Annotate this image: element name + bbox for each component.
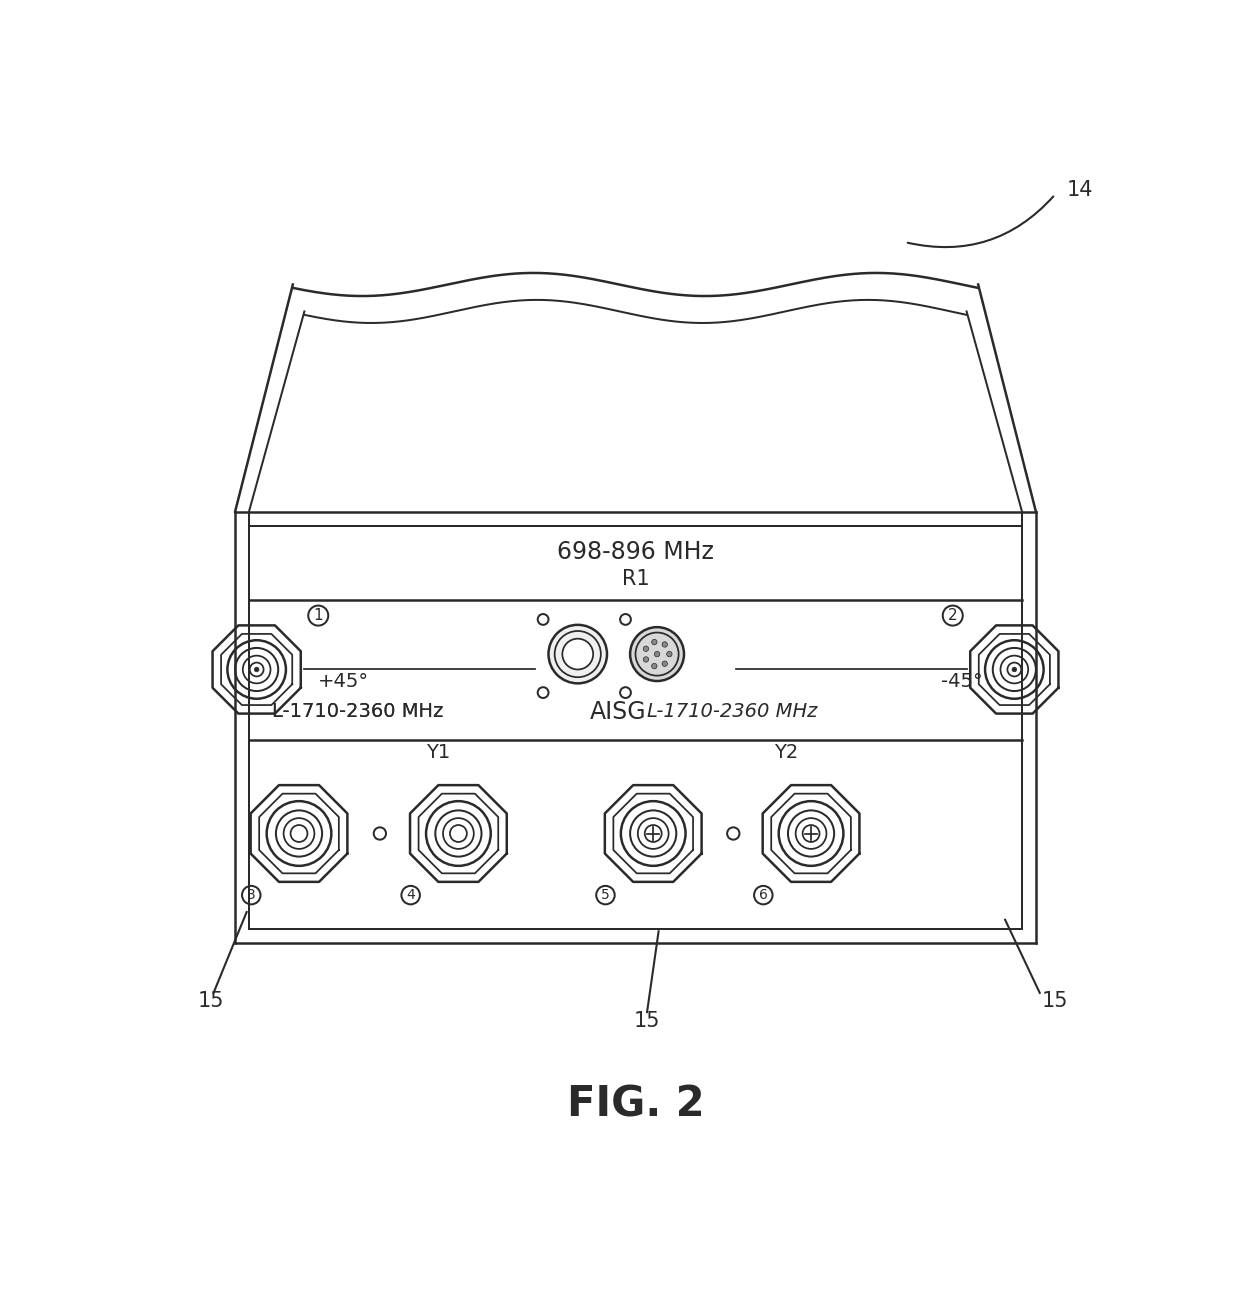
Text: 6: 6 bbox=[759, 888, 768, 903]
Circle shape bbox=[662, 661, 667, 666]
Circle shape bbox=[254, 668, 259, 672]
Text: 15: 15 bbox=[1042, 991, 1069, 1010]
Circle shape bbox=[644, 646, 649, 652]
Text: +45°: +45° bbox=[319, 672, 370, 690]
Circle shape bbox=[1012, 668, 1017, 672]
Circle shape bbox=[667, 651, 672, 657]
Text: FIG. 2: FIG. 2 bbox=[567, 1084, 704, 1126]
Text: Y1: Y1 bbox=[427, 743, 450, 762]
Text: 15: 15 bbox=[634, 1012, 661, 1031]
Text: 14: 14 bbox=[1066, 180, 1094, 199]
Text: 15: 15 bbox=[198, 991, 224, 1010]
Text: 2: 2 bbox=[947, 607, 957, 623]
Text: 698-896 MHz: 698-896 MHz bbox=[557, 541, 714, 564]
Text: Y2: Y2 bbox=[774, 743, 799, 762]
Circle shape bbox=[644, 657, 649, 663]
Circle shape bbox=[655, 651, 660, 657]
Circle shape bbox=[652, 639, 657, 644]
Circle shape bbox=[548, 625, 608, 684]
Text: L-1710-2360 MHz: L-1710-2360 MHz bbox=[647, 702, 817, 722]
Text: 1: 1 bbox=[314, 607, 324, 623]
Text: -45°: -45° bbox=[941, 672, 983, 690]
Circle shape bbox=[662, 642, 667, 647]
Circle shape bbox=[630, 627, 684, 681]
Text: 5: 5 bbox=[601, 888, 610, 903]
Text: L-1710-2360 MHz: L-1710-2360 MHz bbox=[272, 702, 444, 722]
Text: 3: 3 bbox=[247, 888, 255, 903]
Text: R1: R1 bbox=[621, 568, 650, 589]
Text: L-1710-2360 MHz: L-1710-2360 MHz bbox=[272, 702, 444, 722]
Text: AISG: AISG bbox=[589, 699, 646, 724]
Text: 4: 4 bbox=[407, 888, 415, 903]
Circle shape bbox=[652, 664, 657, 669]
Circle shape bbox=[563, 639, 593, 669]
